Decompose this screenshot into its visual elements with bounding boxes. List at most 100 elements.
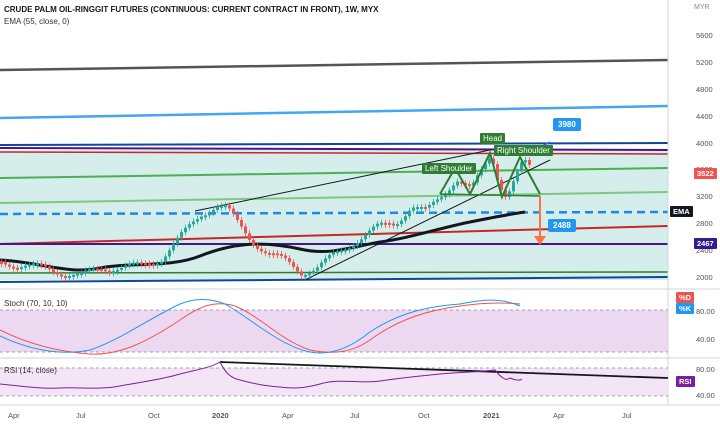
candle-body xyxy=(272,253,275,256)
candle-body xyxy=(60,274,63,277)
candle-body xyxy=(288,258,291,263)
candle-body xyxy=(472,182,475,186)
red-line-upper[interactable] xyxy=(0,151,669,155)
candle-body xyxy=(436,199,439,202)
candle-body xyxy=(304,274,307,277)
channel-fill xyxy=(0,150,668,280)
neckline[interactable] xyxy=(439,193,541,197)
candle-body xyxy=(52,269,55,273)
candle-body xyxy=(520,162,523,172)
candle-body xyxy=(56,272,59,275)
symbol-legend[interactable]: CRUDE PALM OIL-RINGGIT FUTURES (CONTINUO… xyxy=(4,5,379,14)
candle-body xyxy=(444,194,447,198)
ema-legend[interactable]: EMA (55, close, 0) xyxy=(4,17,70,26)
stoch-legend[interactable]: Stoch (70, 10, 10) xyxy=(4,299,68,308)
candle-body xyxy=(4,262,7,265)
candle-body xyxy=(508,191,511,198)
candle-body xyxy=(360,239,363,244)
candle-body xyxy=(352,246,355,249)
candle-body xyxy=(256,245,259,249)
candle-body xyxy=(504,189,507,198)
price-tick: 3200 xyxy=(696,192,713,201)
candle-body xyxy=(484,163,487,170)
target-low-callout[interactable]: 2488 xyxy=(548,219,576,232)
candle-body xyxy=(100,268,103,271)
candle-body xyxy=(264,251,267,254)
candle-body xyxy=(312,270,315,274)
resistance-line-top[interactable] xyxy=(0,58,669,72)
dark-blue-line-lower[interactable] xyxy=(0,276,669,283)
candle-body xyxy=(144,263,147,266)
candle-body xyxy=(108,270,111,273)
candle-body xyxy=(380,222,383,225)
stoch-k-line[interactable] xyxy=(0,299,521,354)
blue-line-upper[interactable] xyxy=(0,104,669,120)
candle-body xyxy=(464,183,467,186)
candle-body xyxy=(112,271,115,274)
candle-body xyxy=(80,272,83,275)
candle-body xyxy=(456,181,459,186)
rsi-line[interactable] xyxy=(0,361,523,389)
candle-body xyxy=(412,207,415,211)
purple-line-upper[interactable] xyxy=(0,147,669,151)
candlestick-series[interactable] xyxy=(0,155,531,281)
right-shoulder-label[interactable]: Right Shoulder xyxy=(494,145,553,156)
head-label[interactable]: Head xyxy=(480,133,506,144)
candle-body xyxy=(176,237,179,244)
time-label: Apr xyxy=(553,411,565,420)
candle-body xyxy=(136,262,139,265)
green-line-upper[interactable] xyxy=(0,167,669,179)
green-line-bottom[interactable] xyxy=(0,271,669,274)
candle-body xyxy=(172,243,175,251)
wedge-upper-line[interactable] xyxy=(194,149,491,212)
candle-body xyxy=(124,265,127,268)
price-tick: 2800 xyxy=(696,219,713,228)
rsi-tick: 80.00 xyxy=(696,365,715,374)
stoch-band xyxy=(0,310,668,352)
candle-body xyxy=(452,185,455,191)
green-line-middle[interactable] xyxy=(0,191,669,204)
target-high-callout[interactable]: 3980 xyxy=(553,118,581,131)
candle-body xyxy=(404,216,407,221)
time-label: 2020 xyxy=(212,411,229,420)
candle-body xyxy=(128,263,131,266)
price-tick: 4000 xyxy=(696,139,713,148)
ema-line[interactable] xyxy=(0,210,526,272)
candle-body xyxy=(160,261,163,264)
candle-body xyxy=(284,255,287,259)
time-label: Jul xyxy=(622,411,632,420)
candle-body xyxy=(348,248,351,251)
candle-body xyxy=(84,270,87,273)
candle-body xyxy=(324,258,327,263)
candle-body xyxy=(156,263,159,266)
left-shoulder-label[interactable]: Left Shoulder xyxy=(422,163,476,174)
stoch-d-line[interactable] xyxy=(0,302,521,355)
candle-body xyxy=(320,262,323,268)
candle-body xyxy=(184,227,187,233)
dark-blue-line[interactable] xyxy=(0,142,669,146)
candle-body xyxy=(120,267,123,270)
candle-body xyxy=(432,201,435,206)
time-label: Jul xyxy=(76,411,86,420)
candle-body xyxy=(336,251,339,254)
candle-body xyxy=(24,265,27,268)
candle-body xyxy=(76,273,79,276)
candle-body xyxy=(500,180,503,190)
dashed-blue-line[interactable] xyxy=(0,210,669,216)
rsi-legend[interactable]: RSI (14, close) xyxy=(4,366,57,375)
candle-body xyxy=(316,267,319,271)
candle-body xyxy=(240,220,243,227)
candle-body xyxy=(28,264,31,267)
candle-body xyxy=(104,269,107,272)
candle-body xyxy=(72,274,75,277)
candle-body xyxy=(92,268,95,271)
candle-body xyxy=(16,267,19,270)
candle-body xyxy=(416,207,419,210)
candle-body xyxy=(468,184,471,187)
price-tick: 2000 xyxy=(696,273,713,282)
candle-body xyxy=(408,210,411,217)
rsi-trendline[interactable] xyxy=(219,361,669,379)
candle-body xyxy=(248,233,251,240)
candle-body xyxy=(300,271,303,276)
